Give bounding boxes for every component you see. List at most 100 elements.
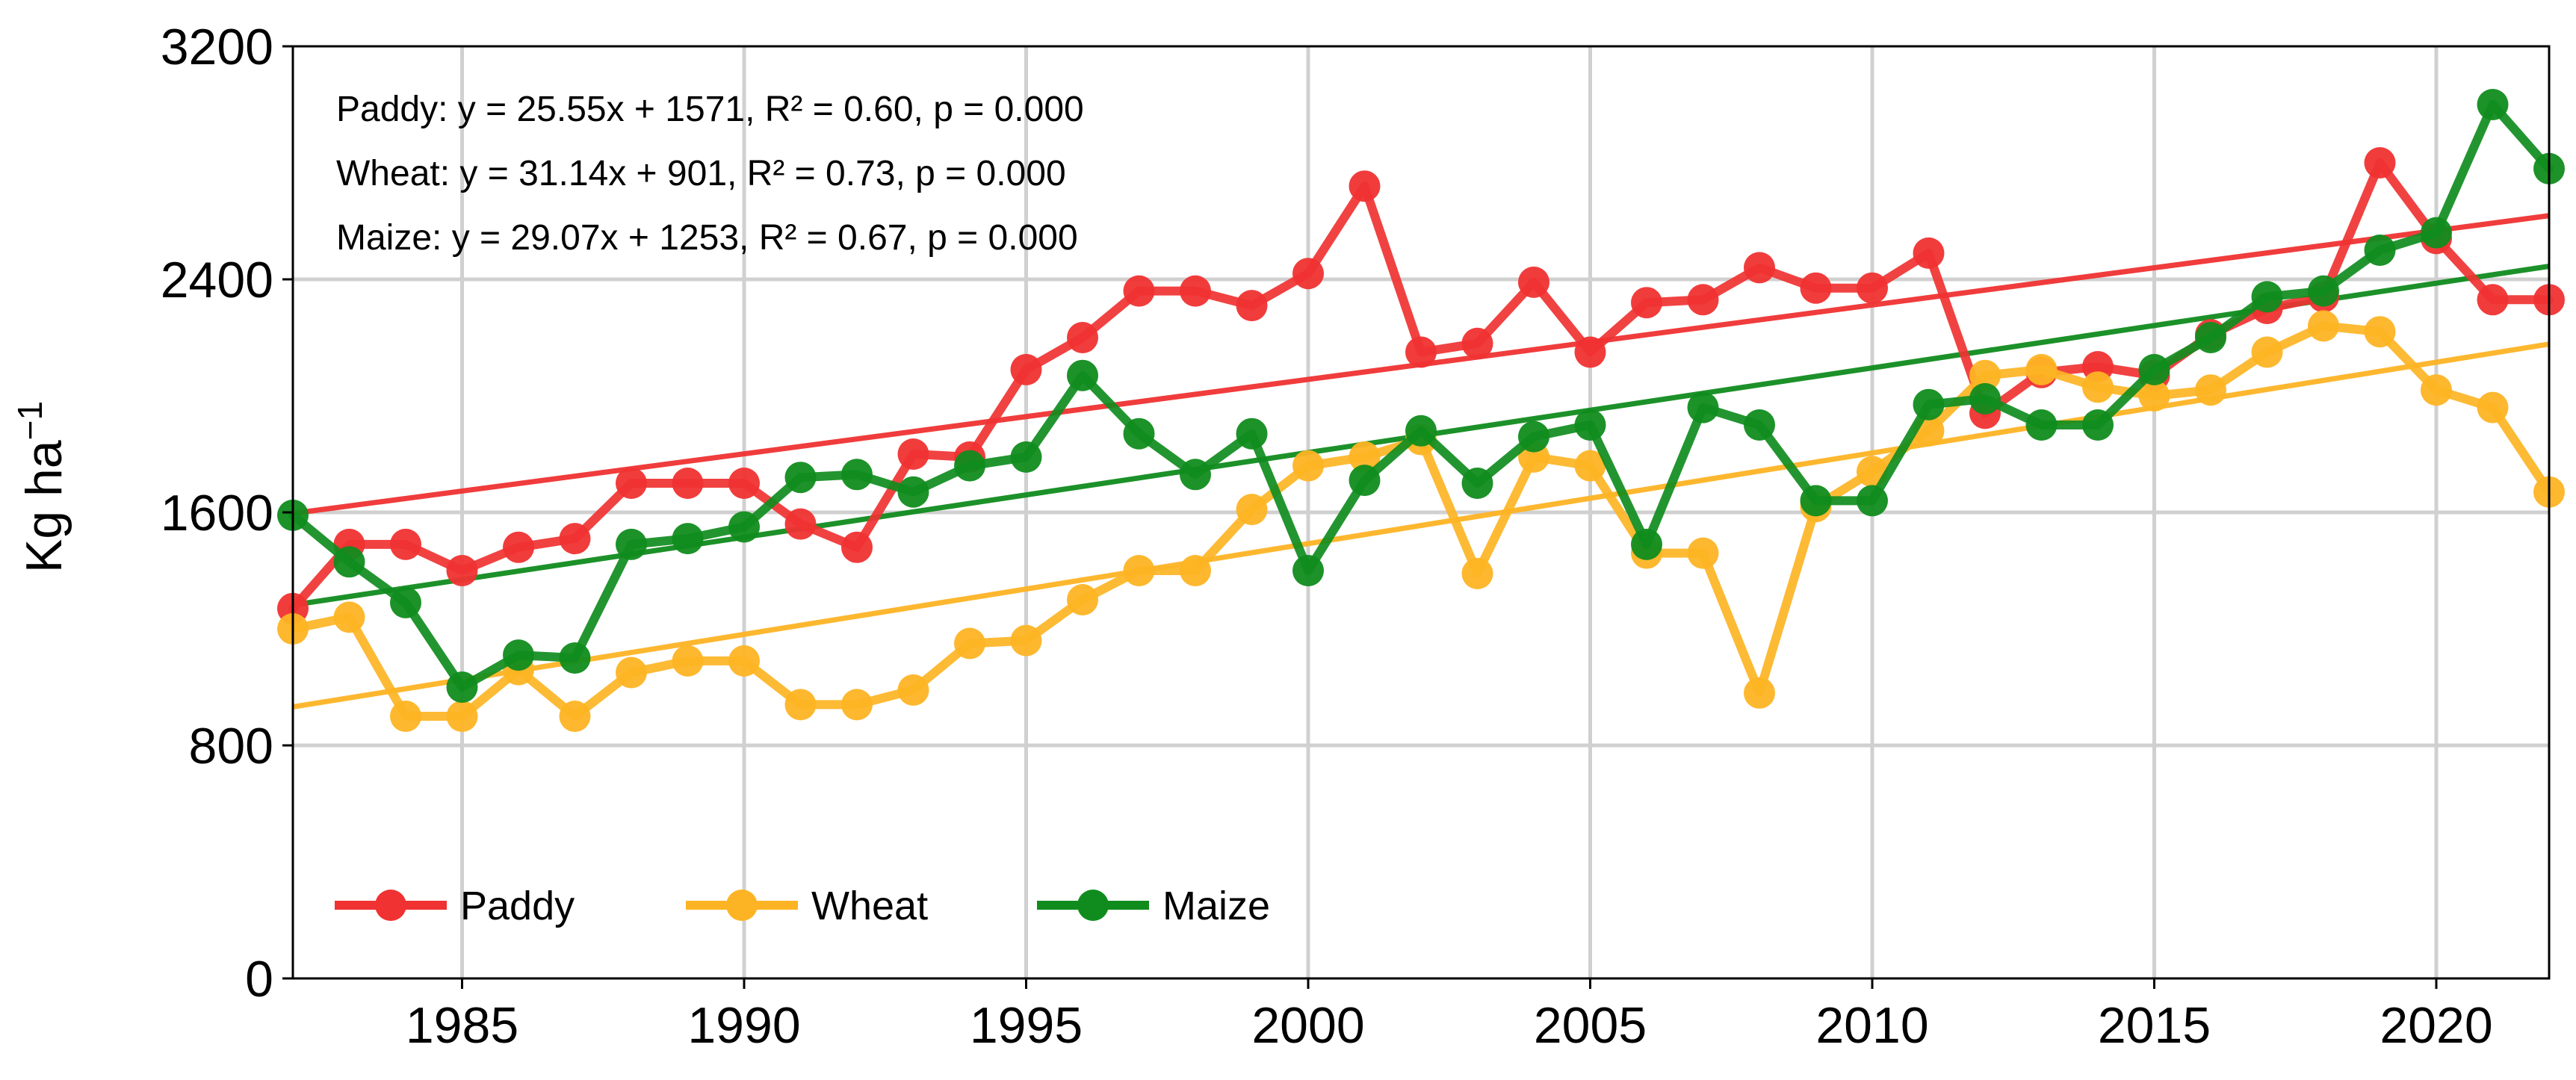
maize-point-2005 [1574, 409, 1606, 441]
maize-point-1998 [1180, 459, 1211, 491]
paddy-point-2005 [1574, 336, 1606, 368]
paddy-point-1999 [1236, 290, 1268, 322]
wheat-point-2021 [2477, 391, 2509, 423]
maize-point-1992 [841, 459, 873, 491]
x-tick-label-2005: 2005 [1534, 997, 1647, 1054]
maize-point-1999 [1236, 418, 1268, 450]
paddy-point-1997 [1123, 275, 1155, 307]
wheat-point-2003 [1461, 557, 1493, 589]
maize-point-1988 [616, 528, 647, 560]
y-tick-label-2400: 2400 [161, 252, 273, 308]
wheat-point-2020 [2421, 374, 2452, 406]
maize-point-1991 [784, 462, 817, 494]
x-tick-label-2000: 2000 [1251, 997, 1364, 1054]
wheat-point-1983 [333, 601, 365, 633]
maize-point-2006 [1631, 528, 1662, 560]
paddy-point-2011 [1913, 237, 1945, 269]
wheat-point-1988 [616, 657, 647, 689]
y-axis-label-superscript: −1 [10, 401, 49, 440]
x-tick-label-2020: 2020 [2380, 997, 2492, 1054]
legend-marker-maize [1077, 890, 1109, 921]
paddy-point-1985 [446, 555, 478, 586]
wheat-point-2007 [1687, 537, 1719, 569]
wheat-point-2016 [2195, 374, 2226, 406]
wheat-point-1992 [841, 689, 873, 721]
wheat-point-2012 [1969, 359, 2001, 391]
paddy-point-2001 [1349, 170, 1381, 202]
trend-lines [292, 213, 2550, 710]
x-tick-label-1985: 1985 [406, 997, 518, 1054]
wheat-point-2000 [1292, 450, 1324, 482]
maize-point-2011 [1913, 388, 1945, 420]
maize-point-1989 [672, 523, 704, 555]
wheat-point-1996 [1067, 584, 1098, 615]
wheat-point-2019 [2364, 316, 2396, 348]
maize-point-1995 [1010, 441, 1042, 473]
wheat-point-2014 [2082, 371, 2114, 403]
wheat-point-2018 [2308, 310, 2339, 342]
paddy-point-2008 [1744, 252, 1775, 284]
paddy-point-2000 [1292, 258, 1324, 290]
paddy-point-2009 [1800, 272, 1832, 304]
paddy-point-2006 [1631, 287, 1662, 319]
axis-ticks: 1985 1990 1995 2000 2005 2010 2015 2020 0 800 1600… [161, 19, 2493, 1054]
paddy-point-2019 [2364, 147, 2396, 179]
paddy-point-1998 [1180, 275, 1211, 307]
paddy-point-2004 [1518, 266, 1549, 298]
paddy-point-2021 [2477, 284, 2509, 316]
maize-point-2010 [1857, 485, 1888, 517]
maize-point-1986 [503, 639, 534, 671]
data-series [277, 89, 2565, 732]
annotation-paddy: Paddy: y = 25.55x + 1571, R² = 0.60, p =… [336, 90, 1084, 129]
wheat-point-1991 [784, 689, 817, 721]
y-tick-label-800: 800 [189, 718, 273, 775]
wheat-point-2008 [1744, 677, 1775, 709]
maize-point-2014 [2082, 409, 2114, 441]
paddy-point-1986 [503, 531, 534, 563]
paddy-point-1992 [841, 531, 873, 563]
legend: Paddy Wheat Maize [335, 884, 1270, 928]
annotation-maize: Maize: y = 29.07x + 1253, R² = 0.67, p =… [336, 218, 1078, 258]
maize-point-1997 [1123, 418, 1155, 450]
maize-point-1994 [954, 450, 985, 482]
maize-point-1983 [333, 546, 365, 578]
maize-point-1993 [897, 476, 929, 508]
y-axis-label: Kg ha−1 [10, 401, 72, 573]
wheat-point-1985 [446, 701, 478, 732]
paddy-point-1996 [1067, 322, 1098, 353]
paddy-point-2007 [1687, 284, 1719, 316]
maize-point-2019 [2364, 235, 2396, 266]
wheat-series [277, 310, 2565, 732]
wheat-point-2015 [2138, 380, 2170, 412]
wheat-point-1987 [559, 701, 591, 732]
wheat-point-1993 [897, 674, 929, 706]
legend-marker-paddy [375, 890, 406, 921]
legend-label-maize: Maize [1162, 884, 1270, 928]
y-tick-label-0: 0 [245, 951, 273, 1008]
paddy-point-2010 [1857, 272, 1888, 304]
paddy-point-2002 [1405, 336, 1437, 368]
paddy-point-1988 [616, 468, 647, 499]
wheat-point-1990 [728, 645, 760, 677]
paddy-point-1995 [1010, 353, 1042, 385]
maize-point-2000 [1292, 555, 1324, 586]
maize-point-2008 [1744, 409, 1775, 441]
paddy-point-1990 [728, 468, 760, 499]
maize-point-2015 [2138, 353, 2170, 385]
maize-point-2016 [2195, 322, 2226, 353]
maize-point-2004 [1518, 420, 1549, 453]
maize-point-1990 [728, 511, 760, 543]
wheat-point-2013 [2025, 353, 2058, 385]
annotation-wheat: Wheat: y = 31.14x + 901, R² = 0.73, p = … [336, 154, 1066, 193]
x-tick-label-2015: 2015 [2098, 997, 2211, 1054]
maize-point-2003 [1461, 468, 1493, 499]
wheat-point-1998 [1180, 555, 1211, 586]
paddy-point-1984 [390, 528, 421, 560]
paddy-point-1993 [897, 438, 929, 470]
wheat-point-1997 [1123, 555, 1155, 586]
y-tick-label-1600: 1600 [161, 485, 273, 541]
paddy-point-1987 [559, 523, 591, 555]
maize-point-2002 [1405, 415, 1437, 447]
paddy-point-2003 [1461, 327, 1493, 359]
x-tick-label-1990: 1990 [687, 997, 800, 1054]
